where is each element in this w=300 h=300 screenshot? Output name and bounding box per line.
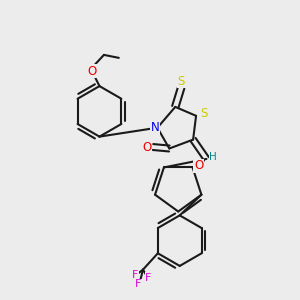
Text: S: S [200, 107, 207, 120]
Text: O: O [87, 65, 97, 78]
Text: H: H [209, 152, 217, 161]
Text: S: S [178, 74, 185, 88]
Text: F: F [132, 270, 139, 280]
Text: F: F [135, 280, 142, 290]
Text: F: F [145, 273, 152, 283]
Text: O: O [142, 140, 152, 154]
Text: N: N [151, 121, 159, 134]
Text: O: O [194, 159, 203, 172]
